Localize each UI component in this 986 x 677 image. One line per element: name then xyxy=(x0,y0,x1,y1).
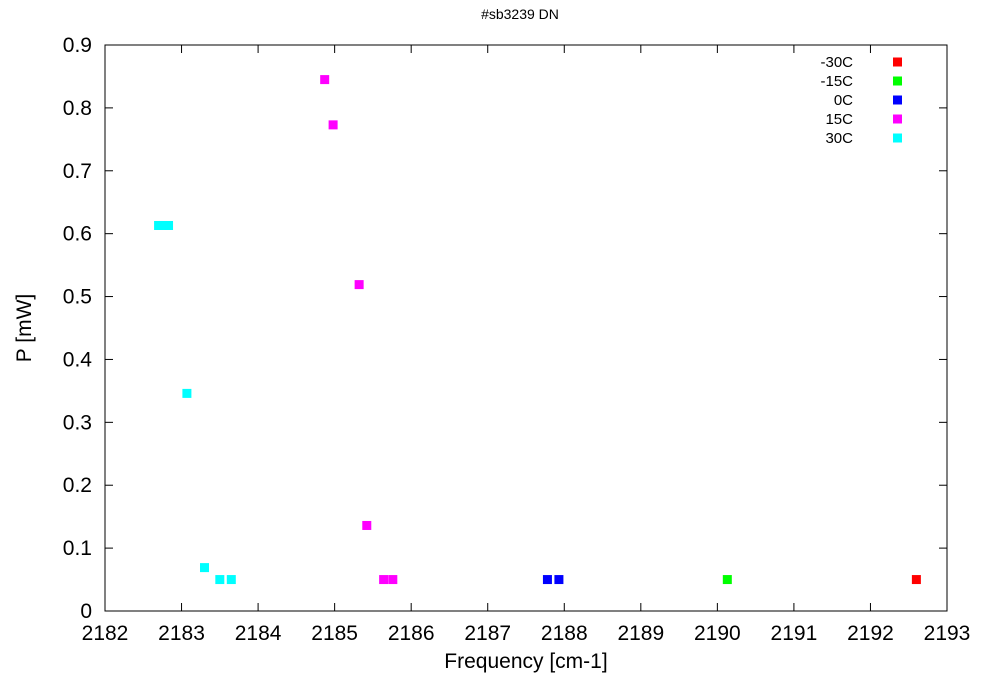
legend-label: 30C xyxy=(825,130,853,147)
data-point xyxy=(362,520,372,530)
x-axis-label: Frequency [cm-1] xyxy=(444,650,607,673)
legend-swatch xyxy=(893,133,902,143)
legend-label: -15C xyxy=(820,73,853,90)
x-tick-label: 2188 xyxy=(541,622,588,645)
legend-swatch xyxy=(893,114,902,124)
y-tick-label: 0.8 xyxy=(63,97,92,120)
data-point xyxy=(200,563,210,573)
legend-label: 0C xyxy=(834,92,853,109)
x-tick-label: 2193 xyxy=(924,622,971,645)
x-tick-label: 2186 xyxy=(388,622,435,645)
legend-label: 15C xyxy=(825,111,853,128)
y-axis: 0 0.1 0.2 0.3 0.4 0.5 0.6 0.7 0.8 0.9 xyxy=(63,34,947,623)
y-tick-label: 0.2 xyxy=(63,474,92,497)
x-axis: 2182 2183 2184 2185 2186 2187 2188 2189 2190 2191… xyxy=(82,45,971,645)
data-point xyxy=(542,575,552,585)
chart-title: #sb3239 DN xyxy=(481,6,559,22)
x-tick-label: 2189 xyxy=(617,622,664,645)
x-tick-label: 2190 xyxy=(694,622,741,645)
y-tick-label: 0.6 xyxy=(63,223,92,246)
data-points xyxy=(154,75,921,585)
x-tick-label: 2184 xyxy=(235,622,282,645)
legend-label: -30C xyxy=(820,54,853,71)
data-point xyxy=(215,575,225,585)
y-tick-label: 0.7 xyxy=(63,160,92,183)
data-point xyxy=(328,120,338,130)
y-tick-label: 0.3 xyxy=(63,411,92,434)
data-point xyxy=(554,575,564,585)
data-point xyxy=(226,575,236,585)
x-tick-label: 2187 xyxy=(464,622,511,645)
data-point xyxy=(354,280,364,290)
legend-swatch xyxy=(893,95,902,105)
data-point xyxy=(164,220,174,230)
data-point xyxy=(388,575,398,585)
data-point xyxy=(158,220,168,230)
data-point xyxy=(154,220,164,230)
y-tick-label: 0 xyxy=(80,600,92,623)
x-tick-label: 2192 xyxy=(847,622,894,645)
legend-swatch xyxy=(893,76,902,86)
data-point xyxy=(182,388,192,398)
y-tick-label: 0.4 xyxy=(63,348,93,371)
legend-swatch xyxy=(893,57,902,67)
data-point xyxy=(722,575,732,585)
data-point xyxy=(320,75,330,85)
data-point xyxy=(379,575,389,585)
legend: -30C -15C 0C 15C 30C xyxy=(820,54,902,147)
x-tick-label: 2183 xyxy=(158,622,205,645)
y-axis-label: P [mW] xyxy=(13,294,36,362)
data-point xyxy=(911,575,921,585)
x-tick-label: 2185 xyxy=(311,622,358,645)
x-tick-label: 2191 xyxy=(771,622,818,645)
y-tick-label: 0.5 xyxy=(63,286,92,309)
y-tick-label: 0.9 xyxy=(63,34,92,57)
plot-frame xyxy=(104,44,948,612)
x-tick-label: 2182 xyxy=(82,622,129,645)
y-tick-label: 0.1 xyxy=(63,537,92,560)
